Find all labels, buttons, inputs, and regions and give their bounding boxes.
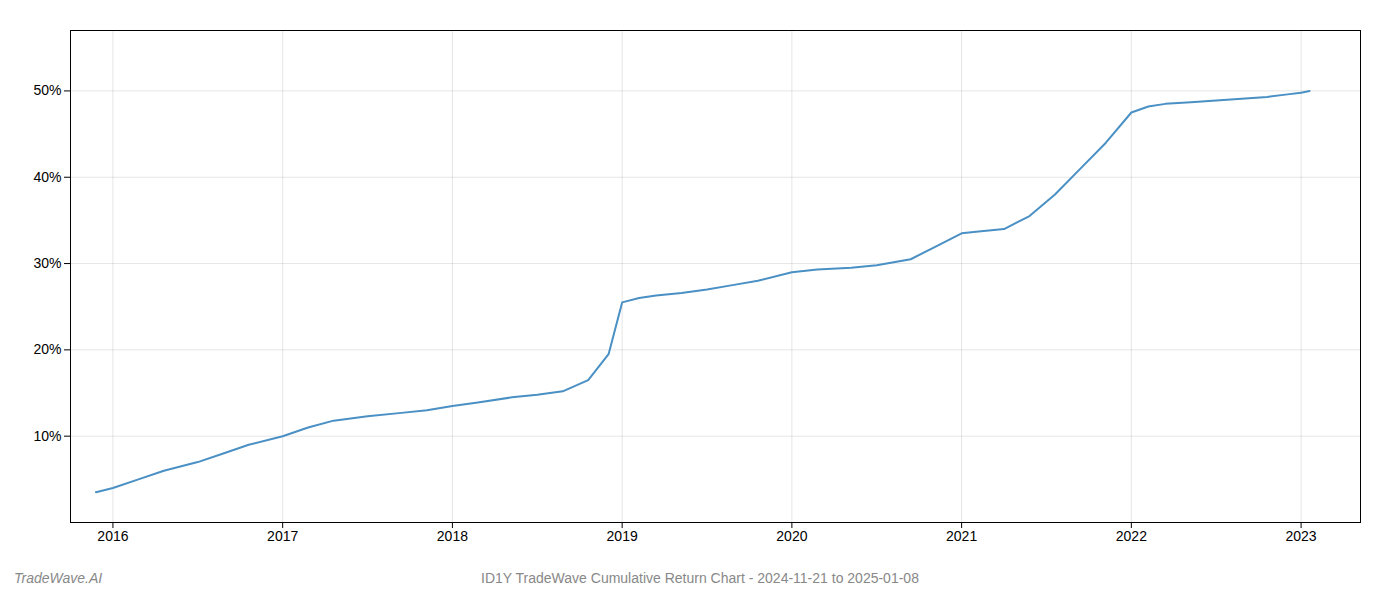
svg-text:20%: 20% [33, 341, 61, 357]
svg-text:2023: 2023 [1286, 528, 1317, 544]
html-text:ID1Y TradeWave Cumulative Retu: ID1Y TradeWave Cumulative Return Chart -… [481, 570, 919, 586]
svg-text:10%: 10% [33, 428, 61, 444]
html-text:TradeWave.AI: TradeWave.AI [14, 570, 103, 586]
svg-text:2019: 2019 [607, 528, 638, 544]
svg-text:50%: 50% [33, 82, 61, 98]
svg-text:2016: 2016 [97, 528, 128, 544]
svg-text:2021: 2021 [946, 528, 977, 544]
svg-text:30%: 30% [33, 255, 61, 271]
svg-text:2022: 2022 [1116, 528, 1147, 544]
svg-text:40%: 40% [33, 169, 61, 185]
svg-text:2020: 2020 [776, 528, 807, 544]
svg-text:2018: 2018 [437, 528, 468, 544]
svg-text:2017: 2017 [267, 528, 298, 544]
